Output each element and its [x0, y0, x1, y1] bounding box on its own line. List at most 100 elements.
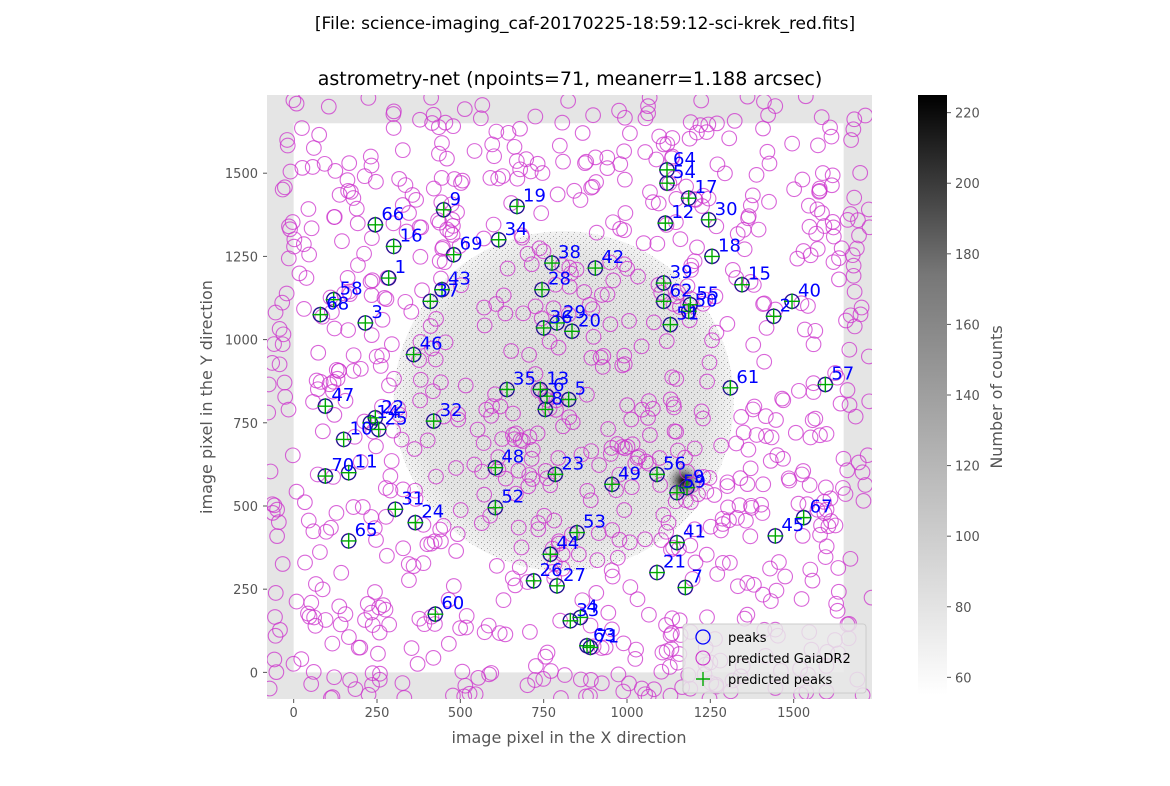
legend-gaia-marker — [695, 650, 711, 666]
gaia-marker — [499, 260, 516, 277]
gaia-marker — [445, 578, 462, 594]
gaia-marker — [539, 644, 556, 661]
gaia-marker — [617, 109, 633, 126]
gaia-marker — [484, 398, 500, 414]
gaia-marker — [835, 450, 852, 467]
gaia-marker — [296, 301, 312, 317]
gaia-marker — [301, 246, 318, 263]
gaia-marker — [555, 153, 571, 170]
gaia-marker — [371, 671, 388, 688]
predicted-peak-marker — [549, 577, 565, 594]
gaia-marker — [288, 483, 305, 500]
gaia-marker — [627, 651, 644, 667]
gaia-marker — [617, 440, 633, 457]
peak-label: 25 — [385, 408, 408, 429]
gaia-marker — [742, 274, 759, 290]
gaia-marker — [578, 153, 595, 170]
gaia-marker — [310, 344, 327, 361]
gaia-marker — [662, 627, 679, 644]
gaia-marker — [784, 135, 801, 152]
gaia-marker — [401, 572, 417, 589]
gaia-marker — [807, 322, 824, 339]
peak-label: 71 — [596, 626, 619, 647]
gaia-marker — [818, 538, 835, 555]
predicted-peak-marker — [662, 316, 679, 333]
predicted-peak-marker — [532, 381, 549, 398]
gaia-marker — [527, 108, 544, 125]
peak-label: 57 — [831, 364, 854, 385]
gaia-marker — [768, 412, 784, 428]
peak-label: 23 — [561, 453, 584, 474]
gaia-marker — [554, 114, 571, 131]
gaia-marker — [267, 627, 284, 644]
gaia-marker — [448, 543, 465, 559]
gaia-marker — [763, 429, 780, 446]
x-tick-label: 1500 — [777, 706, 810, 721]
gaia-marker — [326, 669, 343, 686]
gaia-marker — [591, 457, 608, 473]
gaia-marker — [297, 554, 313, 571]
gaia-marker — [305, 140, 322, 156]
gaia-marker — [469, 421, 486, 438]
peak-label: 33 — [576, 600, 599, 621]
gaia-marker — [521, 346, 537, 363]
gaia-marker — [689, 239, 705, 256]
gaia-marker — [267, 585, 284, 601]
peak-label: 18 — [718, 235, 741, 256]
predicted-peak-marker — [509, 198, 525, 215]
gaia-marker — [444, 227, 461, 243]
gaia-marker — [791, 382, 807, 399]
colorbar-ticks: 60 80 100 120 140 160 180 200 220 — [947, 107, 980, 686]
peak-label: 41 — [683, 522, 706, 543]
gaia-marker — [740, 210, 756, 227]
gaia-marker — [616, 356, 633, 373]
gaia-marker — [305, 664, 322, 680]
gaia-marker — [757, 408, 774, 425]
gaia-marker — [267, 504, 281, 521]
gaia-marker — [637, 110, 654, 127]
gaia-marker — [755, 476, 772, 493]
gaia-marker — [554, 257, 571, 274]
gaia-marker — [412, 371, 429, 388]
gaia-marker — [529, 155, 546, 172]
gaia-marker — [699, 373, 715, 390]
gaia-marker — [669, 442, 686, 459]
gaia-marker — [522, 624, 538, 640]
gaia-marker — [579, 482, 596, 499]
gaia-marker — [854, 464, 871, 481]
gaia-marker — [279, 137, 296, 154]
gaia-marker — [642, 427, 658, 443]
gaia-marker — [401, 205, 417, 221]
gaia-marker — [838, 312, 854, 329]
peak-label: 36 — [550, 307, 573, 328]
gaia-marker — [267, 355, 281, 371]
gaia-marker — [616, 347, 633, 364]
gaia-marker — [735, 424, 752, 441]
gaia-marker — [713, 522, 729, 539]
predicted-peak-marker — [387, 501, 404, 518]
gaia-marker — [350, 257, 366, 273]
gaia-marker — [371, 624, 388, 641]
predicted-peak-marker — [542, 546, 559, 563]
gaia-marker — [619, 260, 636, 277]
gaia-marker — [786, 181, 803, 198]
predicted-peak-marker — [487, 459, 504, 476]
gaia-marker — [830, 583, 847, 600]
gaia-marker — [584, 178, 601, 195]
gaia-marker — [637, 144, 654, 160]
peak-label: 15 — [748, 264, 771, 285]
gaia-marker — [437, 334, 454, 351]
gaia-marker — [592, 349, 609, 366]
gaia-marker — [545, 300, 562, 317]
gaia-marker — [403, 303, 420, 320]
gaia-marker — [644, 400, 661, 417]
gaia-marker — [793, 591, 810, 607]
gaia-marker — [271, 321, 288, 337]
predicted-peak-marker — [490, 231, 507, 248]
gaia-marker — [390, 400, 406, 417]
gaia-marker — [453, 175, 469, 191]
gaia-marker — [679, 464, 696, 480]
colorbar-tick-label: 60 — [955, 671, 972, 686]
gaia-marker — [721, 130, 738, 147]
gaia-marker — [304, 159, 321, 175]
